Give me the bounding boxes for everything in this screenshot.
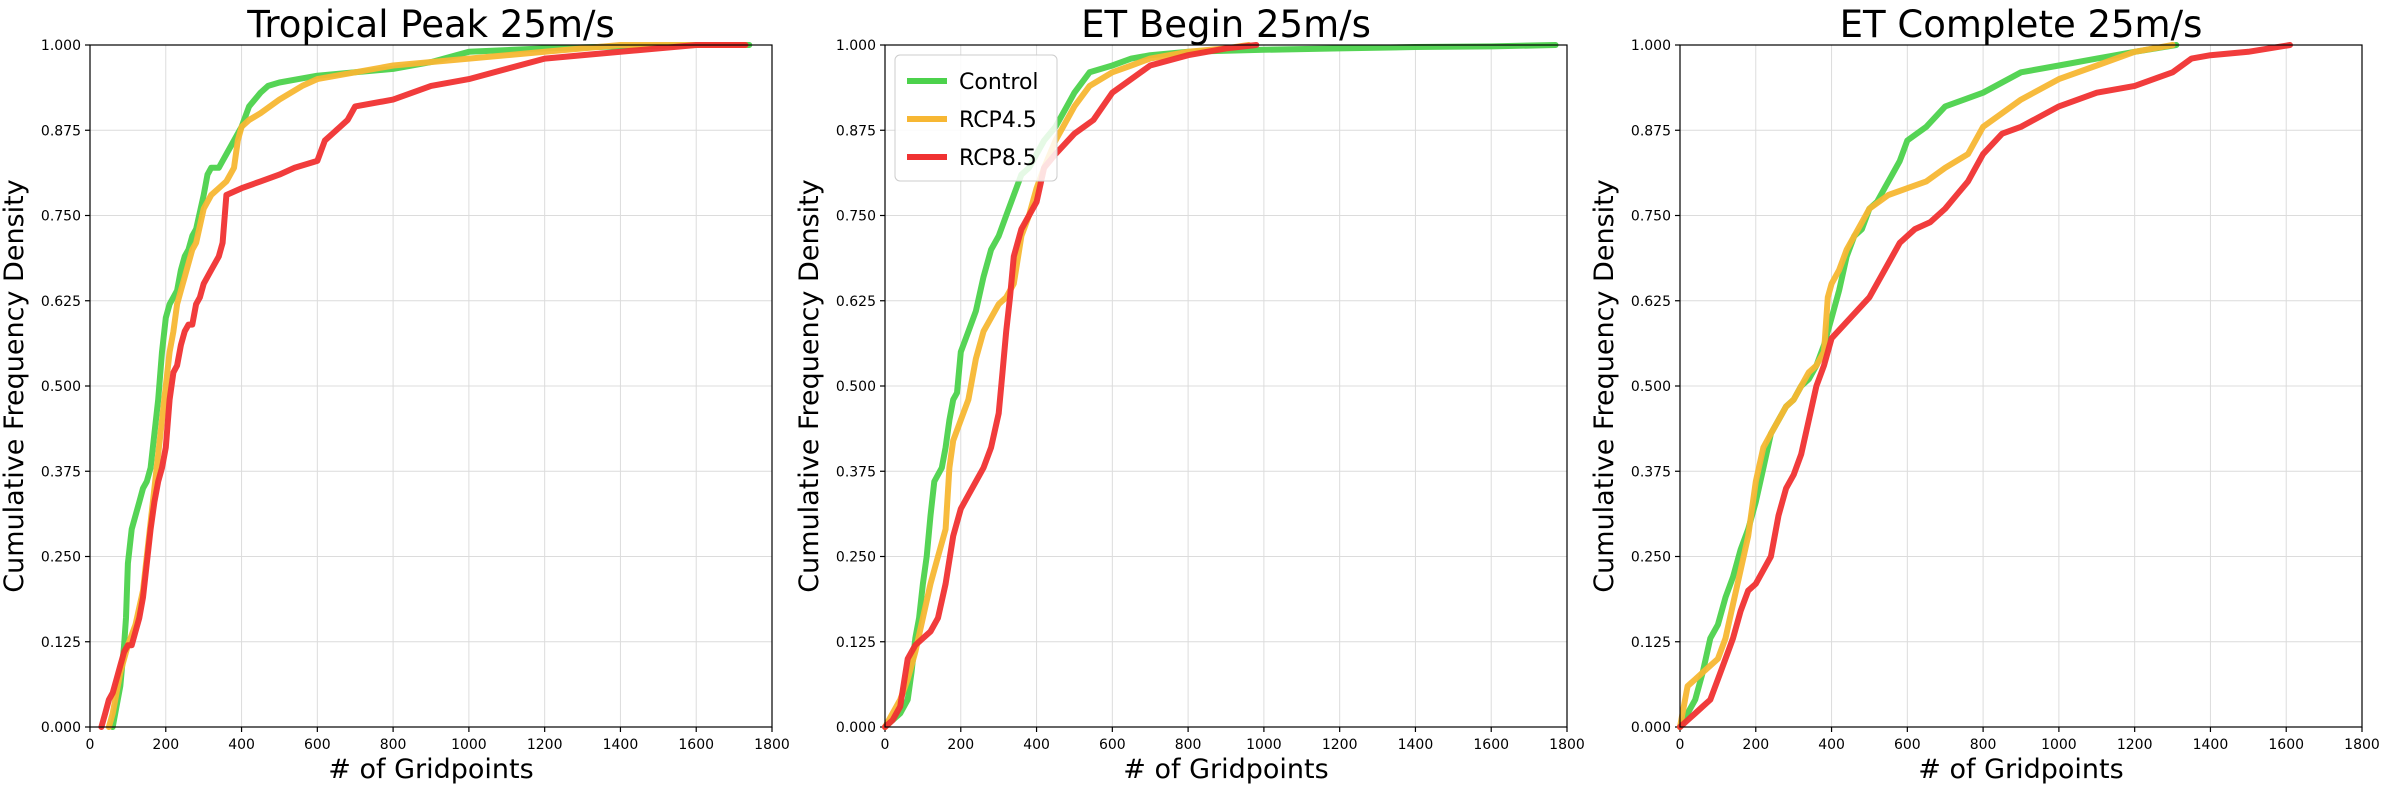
y-tick-label: 0.375 bbox=[1631, 464, 1671, 480]
y-tick-label: 0.750 bbox=[836, 209, 876, 225]
y-tick-label: 0.375 bbox=[41, 464, 81, 480]
y-tick-label: 0.625 bbox=[41, 294, 81, 310]
y-tick-label: 1.000 bbox=[836, 38, 876, 54]
legend-box bbox=[894, 54, 1058, 182]
x-tick-label: 0 bbox=[881, 737, 890, 753]
x-tick-label: 200 bbox=[152, 737, 179, 753]
x-tick-label: 1400 bbox=[603, 737, 639, 753]
x-tick-label: 800 bbox=[1175, 737, 1202, 753]
y-tick-label: 0.125 bbox=[836, 635, 876, 651]
x-tick-label: 1800 bbox=[2344, 737, 2380, 753]
y-tick-label: 0.000 bbox=[836, 720, 876, 736]
chart-panel-2: 0 200 400 600 800 1000 1200 1400 1600 1800 0.000 0.… bbox=[794, 3, 1585, 785]
plot-frame bbox=[89, 44, 773, 728]
y-tick-label: 0.000 bbox=[1631, 720, 1671, 736]
legend: Control RCP4.5 RCP8.5 bbox=[894, 54, 1058, 182]
y-tick-label: 0.750 bbox=[1631, 209, 1671, 225]
plot-frame bbox=[1679, 44, 2363, 728]
y-tick-label: 0.250 bbox=[1631, 550, 1671, 566]
chart-title: Tropical Peak 25m/s bbox=[246, 3, 615, 46]
x-tick-label: 1400 bbox=[1398, 737, 1434, 753]
y-axis-label: Cumulative Frequency Density bbox=[794, 179, 825, 592]
x-tick-label: 1600 bbox=[1473, 737, 1509, 753]
plot-frame bbox=[884, 44, 1568, 728]
x-tick-label: 600 bbox=[1894, 737, 1921, 753]
x-tick-label: 1200 bbox=[2117, 737, 2153, 753]
x-tick-label: 800 bbox=[1970, 737, 1997, 753]
chart-panel-1: 0 200 400 600 800 1000 1200 1400 1600 1800 0.000 0.… bbox=[0, 3, 790, 785]
x-tick-label: 200 bbox=[1742, 737, 1769, 753]
x-tick-label: 600 bbox=[304, 737, 331, 753]
y-tick-label: 0.500 bbox=[836, 379, 876, 395]
x-tick-label: 800 bbox=[380, 737, 407, 753]
x-tick-label: 1000 bbox=[2041, 737, 2077, 753]
y-tick-label: 0.250 bbox=[41, 550, 81, 566]
chart-panel-3: 0 200 400 600 800 1000 1200 1400 1600 1800 0.000 0.… bbox=[1589, 3, 2380, 785]
series-line-rcp4-5 bbox=[1677, 42, 2176, 730]
x-tick-label: 0 bbox=[86, 737, 95, 753]
y-tick-label: 1.000 bbox=[41, 38, 81, 54]
y-tick-label: 0.125 bbox=[1631, 635, 1671, 651]
series-line-rcp8-5 bbox=[882, 42, 1260, 730]
series-line-rcp8-5 bbox=[98, 42, 749, 730]
y-tick-label: 0.875 bbox=[1631, 123, 1671, 139]
x-tick-label: 1000 bbox=[1246, 737, 1282, 753]
y-tick-label: 0.875 bbox=[41, 123, 81, 139]
y-tick-label: 0.125 bbox=[41, 635, 81, 651]
legend-label-control: Control bbox=[959, 70, 1039, 95]
x-tick-label: 1400 bbox=[2193, 737, 2229, 753]
x-axis-label: # of Gridpoints bbox=[1918, 754, 2123, 785]
x-axis-label: # of Gridpoints bbox=[328, 754, 533, 785]
x-axis-label: # of Gridpoints bbox=[1123, 754, 1328, 785]
x-tick-label: 1600 bbox=[2268, 737, 2304, 753]
x-tick-label: 400 bbox=[228, 737, 255, 753]
y-tick-label: 0.500 bbox=[1631, 379, 1671, 395]
series-line-rcp4-5 bbox=[882, 42, 1252, 730]
y-axis-label: Cumulative Frequency Density bbox=[0, 179, 30, 592]
x-tick-label: 400 bbox=[1818, 737, 1845, 753]
y-tick-label: 0.250 bbox=[836, 550, 876, 566]
y-tick-label: 0.875 bbox=[836, 123, 876, 139]
x-tick-label: 0 bbox=[1676, 737, 1685, 753]
chart-title: ET Complete 25m/s bbox=[1840, 3, 2203, 46]
x-tick-label: 1000 bbox=[451, 737, 487, 753]
y-tick-label: 0.000 bbox=[41, 720, 81, 736]
x-tick-label: 1800 bbox=[754, 737, 790, 753]
y-tick-label: 0.375 bbox=[836, 464, 876, 480]
y-tick-label: 0.500 bbox=[41, 379, 81, 395]
y-tick-label: 0.750 bbox=[41, 209, 81, 225]
y-axis-label: Cumulative Frequency Density bbox=[1589, 179, 1620, 592]
legend-label-rcp4-5: RCP4.5 bbox=[959, 108, 1037, 133]
x-tick-label: 1200 bbox=[527, 737, 563, 753]
series-line-control bbox=[882, 42, 1559, 730]
series-line-rcp8-5 bbox=[1677, 42, 2293, 730]
x-tick-label: 200 bbox=[947, 737, 974, 753]
x-tick-label: 1200 bbox=[1322, 737, 1358, 753]
chart-title: ET Begin 25m/s bbox=[1081, 3, 1371, 46]
y-tick-label: 1.000 bbox=[1631, 38, 1671, 54]
x-tick-label: 1800 bbox=[1549, 737, 1585, 753]
legend-label-rcp8-5: RCP8.5 bbox=[959, 146, 1037, 171]
x-tick-label: 600 bbox=[1099, 737, 1126, 753]
x-tick-label: 400 bbox=[1023, 737, 1050, 753]
x-tick-label: 1600 bbox=[678, 737, 714, 753]
y-tick-label: 0.625 bbox=[1631, 294, 1671, 310]
y-tick-label: 0.625 bbox=[836, 294, 876, 310]
